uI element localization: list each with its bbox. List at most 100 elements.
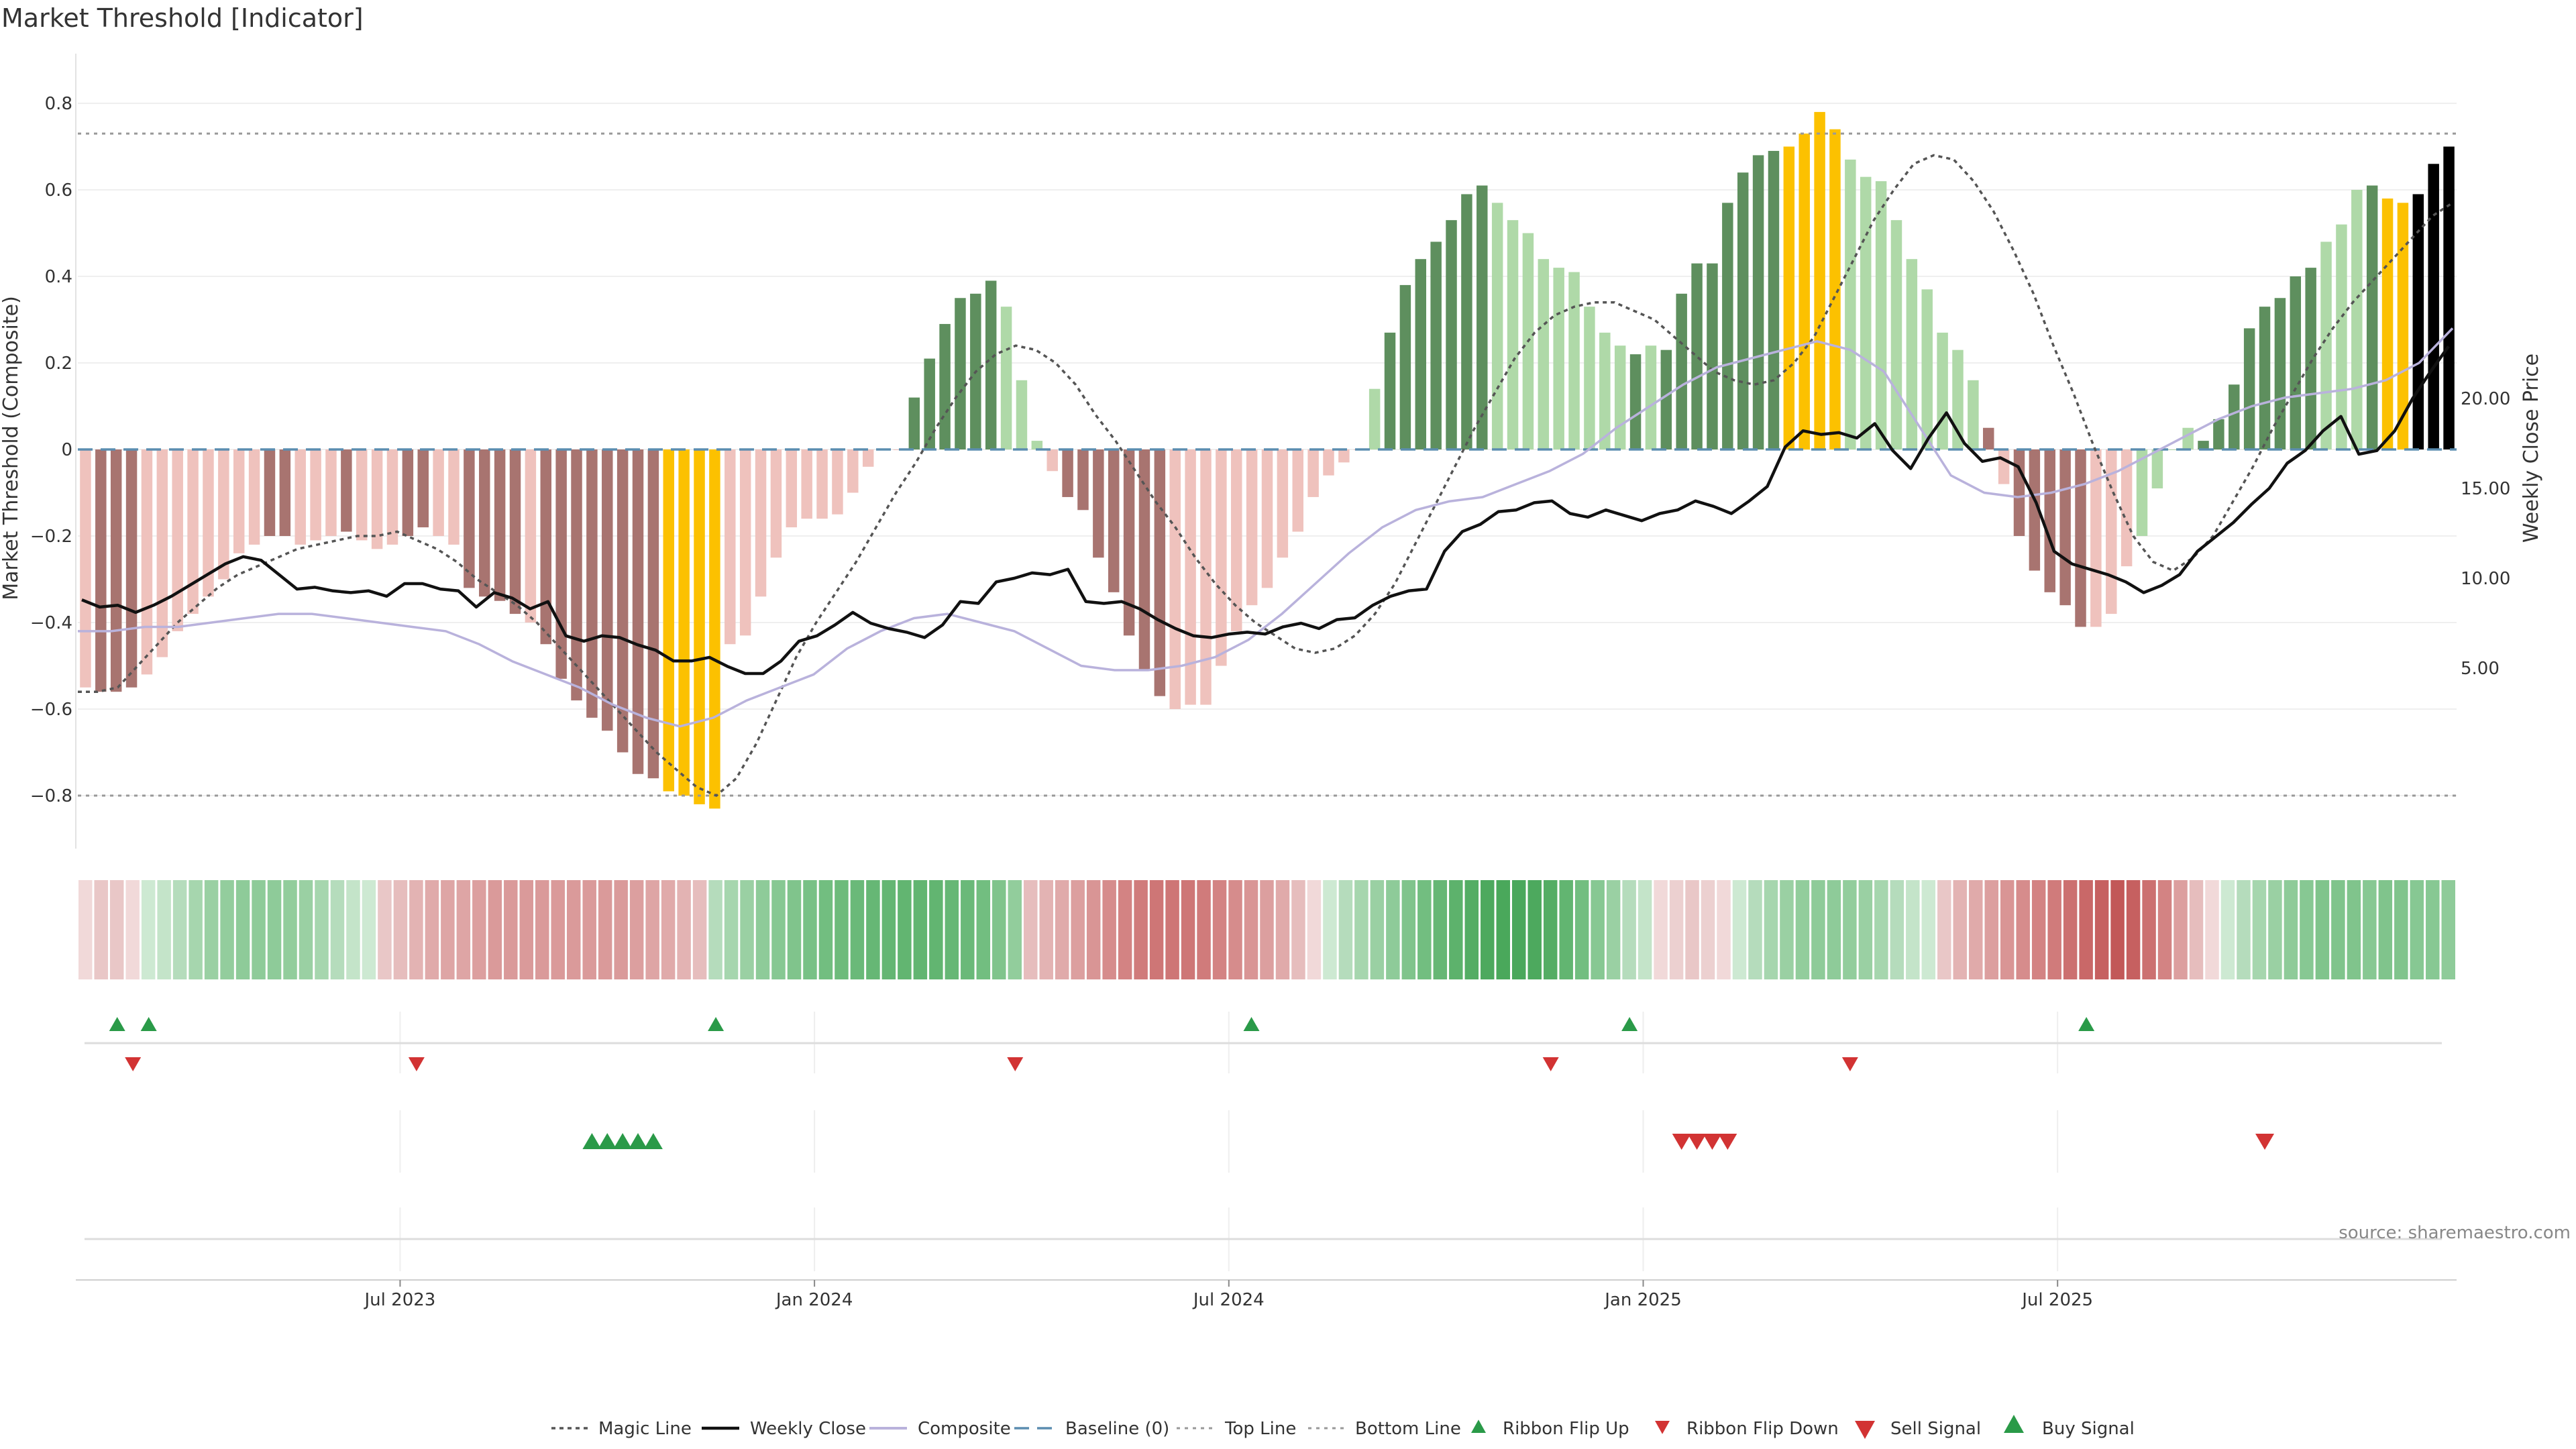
ribbon-cell (850, 880, 865, 979)
composite-bar (1814, 111, 1825, 449)
ribbon-cell (2441, 880, 2455, 979)
composite-bar (678, 449, 690, 796)
composite-bar (417, 449, 429, 528)
ribbon-cell (157, 880, 171, 979)
ribbon-cell (1433, 880, 1448, 979)
composite-bar (1983, 427, 1994, 449)
ribbon-cell (1071, 880, 1085, 979)
ribbon-cell (866, 880, 880, 979)
ribbon-cell (2363, 880, 2377, 979)
legend-swatch-down (1655, 1421, 1670, 1434)
composite-bar (985, 280, 997, 449)
composite-bar (1430, 241, 1442, 449)
ribbon-cell (1606, 880, 1621, 979)
source-note: source: sharemaestro.com (2339, 1223, 2571, 1243)
ribbon-cell (1417, 880, 1432, 979)
legend-label: Baseline (0) (1065, 1419, 1169, 1439)
ribbon-cell (1401, 880, 1416, 979)
ribbon-cell (2174, 880, 2188, 979)
composite-bar (955, 298, 966, 449)
ribbon-cell (2205, 880, 2219, 979)
composite-bar (1722, 203, 1733, 449)
composite-bar (739, 449, 751, 636)
weekly-close-line (81, 345, 2450, 676)
ribbon-cell (1654, 880, 1668, 979)
ribbon-cell (1181, 880, 1195, 979)
composite-bar (1399, 284, 1411, 449)
composite-bar (1676, 293, 1687, 449)
ribbon-cell (1906, 880, 1920, 979)
composite-bar (939, 323, 951, 449)
x-axis: Jul 2023 Jan 2024 Jul 2024 Jan 2025 Jul 2025 (364, 1280, 2093, 1310)
ribbon-cell (488, 880, 502, 979)
composite-bar (632, 449, 644, 774)
buy-signal-marker (643, 1133, 663, 1149)
composite-bar (555, 449, 567, 679)
composite-bar (1768, 150, 1780, 449)
ribbon-cell (818, 880, 833, 979)
ribbon-cell (645, 880, 659, 979)
ribbon-cell (1449, 880, 1463, 979)
composite-bar (2428, 164, 2439, 450)
composite-bar (2182, 427, 2194, 449)
ribbon-cell (708, 880, 722, 979)
composite-bar (1138, 449, 1150, 670)
legend-label: Composite (918, 1419, 1011, 1439)
ribbon-cell (252, 880, 266, 979)
x-tick-label: Jan 2024 (775, 1290, 853, 1310)
composite-bar (479, 449, 490, 597)
ribbon-cell (1780, 880, 1794, 979)
composite-bar (1154, 449, 1166, 696)
ribbon-cell (1811, 880, 1825, 979)
composite-bar (663, 449, 675, 792)
legend-label: Top Line (1224, 1419, 1296, 1439)
composite-bar (1783, 146, 1795, 449)
ribbon-cell (2157, 880, 2172, 979)
y-tick-label: −0.4 (30, 613, 72, 633)
composite-bar (1799, 133, 1810, 449)
ribbon-cell (692, 880, 707, 979)
sell-signal-marker (2255, 1134, 2275, 1150)
y-right-tick-label: 5.00 (2461, 659, 2500, 679)
composite-bar (1477, 185, 1488, 449)
composite-bar (893, 449, 905, 450)
ribbon-cell (362, 880, 376, 979)
chart-title: Market Threshold [Indicator] (1, 3, 364, 33)
ribbon-cell (898, 880, 912, 979)
legend-label: Ribbon Flip Down (1686, 1419, 1839, 1439)
ribbon-cell (1024, 880, 1038, 979)
composite-bar (1046, 449, 1058, 472)
ribbon-cell (1323, 880, 1337, 979)
composite-bar (1845, 159, 1856, 449)
signal-panel (582, 1133, 2275, 1150)
composite-bar (1062, 449, 1073, 497)
ribbon-cell (835, 880, 849, 979)
composite-bar (2229, 384, 2240, 449)
y-axis-ticks: 0.8 0.6 0.4 0.2 0 −0.2 −0.4 −0.6 −0.8 20.00 15.00 1… (30, 94, 2511, 806)
ribbon-cell (2126, 880, 2141, 979)
ribbon-cell (881, 880, 896, 979)
ribbon-flip-up-marker (109, 1017, 125, 1031)
ribbon-cell (2347, 880, 2361, 979)
grid-lines (75, 54, 2457, 1281)
ribbon-cell (551, 880, 565, 979)
composite-bar (1216, 449, 1227, 666)
composite-bar (571, 449, 582, 701)
ribbon-cell (1118, 880, 1132, 979)
ribbon-cell (2189, 880, 2204, 979)
x-tick-label: Jul 2025 (2021, 1290, 2093, 1310)
composite-bar (341, 449, 352, 532)
composite-bar (1169, 449, 1181, 709)
composite-bar (847, 449, 859, 493)
ribbon-cell (2142, 880, 2156, 979)
ribbon-cell (1307, 880, 1322, 979)
ribbon-flip-down-marker (125, 1057, 142, 1071)
composite-bar (325, 449, 337, 536)
composite-bar (2090, 449, 2102, 627)
ribbon-cell (1764, 880, 1778, 979)
composite-bar (1645, 345, 1657, 449)
ribbon-cell (1354, 880, 1368, 979)
buy-signal-marker (582, 1133, 602, 1149)
ribbon-cell (945, 880, 959, 979)
